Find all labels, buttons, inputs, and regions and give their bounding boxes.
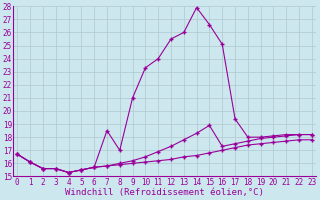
X-axis label: Windchill (Refroidissement éolien,°C): Windchill (Refroidissement éolien,°C) [65, 188, 264, 197]
